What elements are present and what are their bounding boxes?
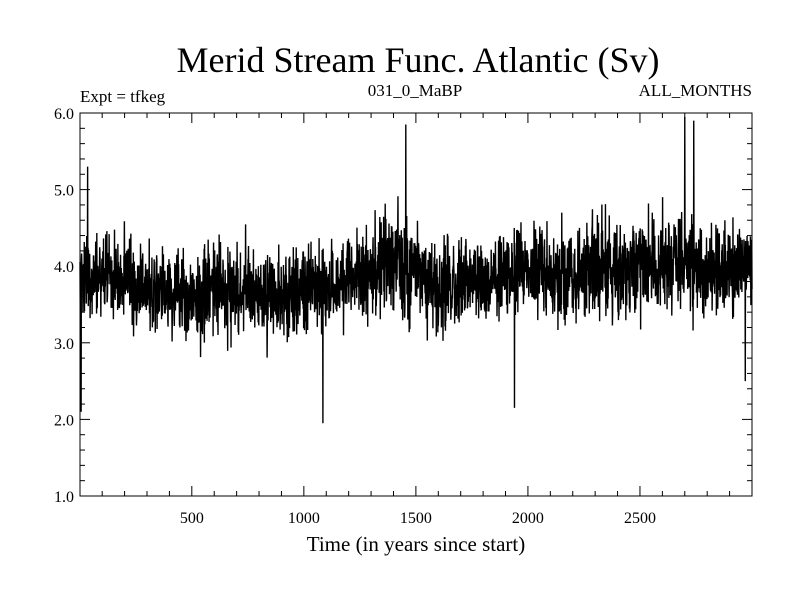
y-tick-label: 4.0	[54, 259, 74, 276]
axis-ticks: 500 1000 1500 2000 2500 1.0 2.0 3.0 4.0 5.0 6.0	[54, 106, 752, 527]
y-tick-label: 6.0	[54, 106, 74, 123]
x-axis-label: Time (in years since start)	[307, 532, 526, 556]
plot-frame	[79, 112, 753, 497]
x-tick-label: 1000	[288, 510, 320, 527]
x-tick-label: 1500	[400, 510, 432, 527]
data-series	[79, 116, 753, 424]
experiment-label: Expt = tfkeg	[80, 87, 166, 106]
y-tick-label: 5.0	[54, 183, 74, 200]
months-label: ALL_MONTHS	[639, 81, 752, 100]
y-tick-label: 2.0	[54, 412, 74, 429]
x-tick-label: 2500	[624, 510, 656, 527]
y-tick-label: 3.0	[54, 336, 74, 353]
y-tick-label: 1.0	[54, 489, 74, 506]
x-tick-label: 2000	[512, 510, 544, 527]
x-tick-label: 500	[180, 510, 204, 527]
period-label: 031_0_MaBP	[368, 81, 462, 100]
stream-function-series-line	[79, 116, 753, 424]
chart-title: Merid Stream Func. Atlantic (Sv)	[177, 40, 660, 80]
